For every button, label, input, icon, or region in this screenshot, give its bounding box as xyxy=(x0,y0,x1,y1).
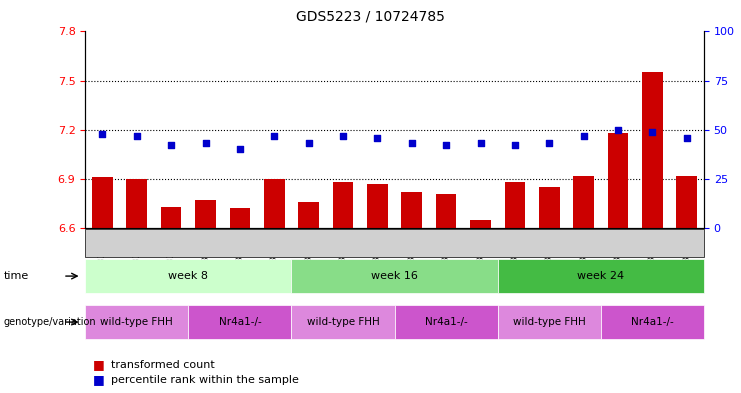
Text: wild-type FHH: wild-type FHH xyxy=(100,317,173,327)
Bar xyxy=(574,176,594,228)
Bar xyxy=(195,200,216,228)
Text: week 16: week 16 xyxy=(371,271,418,281)
Point xyxy=(199,140,211,147)
Point xyxy=(337,132,349,139)
Point xyxy=(303,140,315,147)
Bar xyxy=(92,177,113,228)
Bar xyxy=(642,72,662,228)
Point xyxy=(543,140,555,147)
Point xyxy=(509,142,521,149)
Bar xyxy=(367,184,388,228)
Bar xyxy=(505,182,525,228)
Text: ■: ■ xyxy=(93,358,104,371)
Point xyxy=(406,140,418,147)
Bar xyxy=(333,182,353,228)
Point xyxy=(578,132,590,139)
Point xyxy=(440,142,452,149)
Point xyxy=(612,127,624,133)
Bar xyxy=(299,202,319,228)
Point xyxy=(646,129,658,135)
Point xyxy=(96,130,108,137)
Bar xyxy=(402,192,422,228)
Bar xyxy=(161,207,182,228)
Point xyxy=(131,132,143,139)
Text: Nr4a1-/-: Nr4a1-/- xyxy=(219,317,262,327)
Text: Nr4a1-/-: Nr4a1-/- xyxy=(425,317,468,327)
Text: transformed count: transformed count xyxy=(111,360,215,370)
Text: percentile rank within the sample: percentile rank within the sample xyxy=(111,375,299,385)
Text: wild-type FHH: wild-type FHH xyxy=(307,317,379,327)
Bar xyxy=(264,179,285,228)
Text: time: time xyxy=(4,271,29,281)
Point xyxy=(234,146,246,152)
Point xyxy=(165,142,177,149)
Text: wild-type FHH: wild-type FHH xyxy=(513,317,585,327)
Bar xyxy=(436,194,456,228)
Text: genotype/variation: genotype/variation xyxy=(4,317,96,327)
Point xyxy=(474,140,486,147)
Point xyxy=(371,134,383,141)
Text: ■: ■ xyxy=(93,373,104,387)
Bar xyxy=(539,187,559,228)
Text: GDS5223 / 10724785: GDS5223 / 10724785 xyxy=(296,10,445,24)
Point xyxy=(681,134,693,141)
Point xyxy=(268,132,280,139)
Text: week 8: week 8 xyxy=(168,271,208,281)
Bar xyxy=(127,179,147,228)
Bar xyxy=(230,208,250,228)
Bar xyxy=(677,176,697,228)
Text: week 24: week 24 xyxy=(577,271,625,281)
Bar xyxy=(471,220,491,228)
Bar xyxy=(608,133,628,228)
Text: Nr4a1-/-: Nr4a1-/- xyxy=(631,317,674,327)
